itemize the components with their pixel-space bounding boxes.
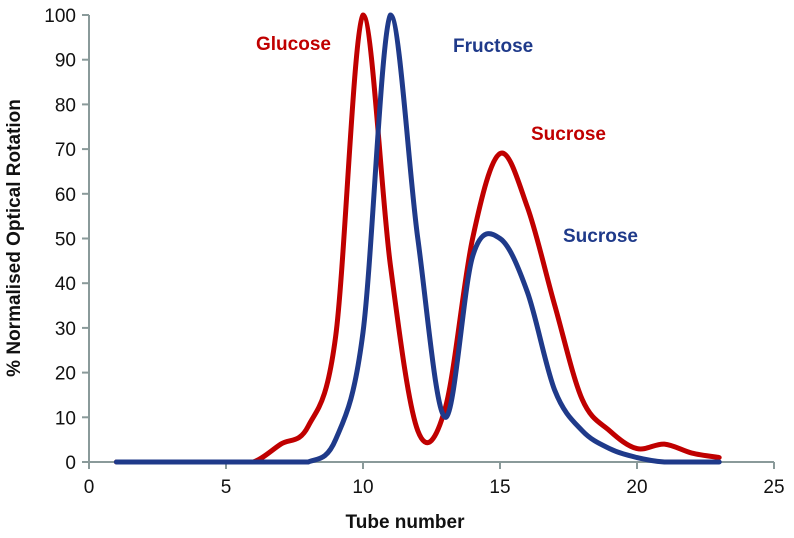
x-tick-label: 0 — [84, 477, 95, 498]
annotation-glucose: Glucose — [256, 34, 331, 55]
y-tick-label: 80 — [55, 95, 76, 116]
series-layer — [113, 12, 722, 465]
x-tick-label: 5 — [221, 477, 232, 498]
x-axis-title: Tube number — [346, 512, 466, 533]
y-tick-label: 10 — [55, 408, 76, 429]
y-tick-label: 20 — [55, 364, 76, 385]
annotation-fructose: Fructose — [453, 36, 533, 57]
y-axis-ticks: 0 10 20 30 40 50 60 70 80 90 100 — [44, 6, 89, 474]
x-tick-label: 25 — [763, 477, 784, 498]
y-tick-label: 100 — [44, 6, 76, 27]
y-tick-label: 90 — [55, 51, 76, 72]
y-tick-label: 30 — [55, 319, 76, 340]
y-tick-label: 70 — [55, 140, 76, 161]
y-tick-label: 50 — [55, 230, 76, 251]
x-tick-label: 20 — [626, 477, 647, 498]
y-tick-label: 60 — [55, 185, 76, 206]
x-tick-label: 10 — [352, 477, 373, 498]
annotation-sucrose-blue: Sucrose — [563, 226, 638, 247]
y-axis-title: % Normalised Optical Rotation — [4, 99, 25, 377]
y-tick-label: 40 — [55, 274, 76, 295]
annotation-sucrose-red: Sucrose — [531, 124, 606, 145]
x-axis-ticks: 0 5 10 15 20 25 — [84, 462, 785, 498]
series-line-blue — [113, 12, 722, 465]
x-tick-label: 15 — [489, 477, 510, 498]
y-tick-label: 0 — [65, 453, 76, 474]
